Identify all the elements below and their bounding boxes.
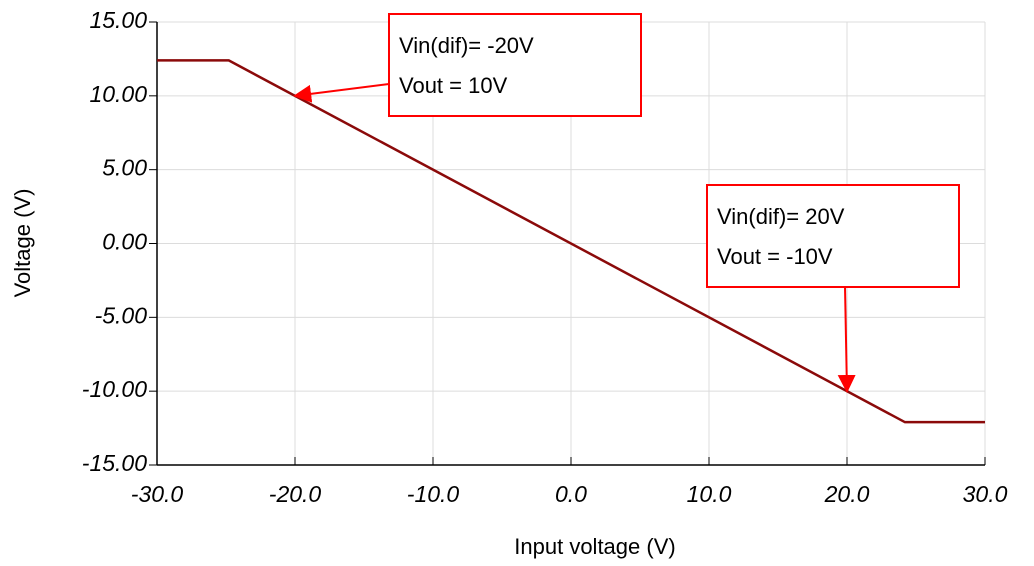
y-tick-label: -5.00: [95, 302, 148, 328]
y-tick-label: -10.00: [82, 376, 147, 402]
x-tick-label: -20.0: [269, 481, 322, 507]
x-tick-label: 0.0: [555, 481, 587, 507]
x-tick-label: 30.0: [963, 481, 1008, 507]
annotation-box: [706, 184, 960, 288]
y-tick-label: 10.00: [89, 81, 147, 107]
annotation-text: Vin(dif)= -20V: [399, 33, 534, 58]
annotation-arrow: [837, 286, 856, 393]
x-axis-label: Input voltage (V): [514, 534, 675, 559]
x-tick-label: -30.0: [131, 481, 184, 507]
x-tick-label: -10.0: [407, 481, 460, 507]
annotation-text: Vin(dif)= 20V: [717, 204, 845, 229]
data-line: [157, 59, 985, 424]
annotation-text: Vout = -10V: [717, 244, 833, 269]
y-tick-label: 15.00: [89, 7, 147, 33]
y-tick-label: 5.00: [102, 155, 147, 181]
y-tick-label: 0.00: [102, 229, 147, 255]
annotation-box: [388, 13, 642, 117]
y-axis-label: Voltage (V): [10, 189, 35, 298]
x-tick-label: 10.0: [687, 481, 732, 507]
annotation-text: Vout = 10V: [399, 73, 508, 98]
x-tick-label: 20.0: [824, 481, 870, 507]
y-tick-label: -15.00: [82, 450, 147, 476]
annotation-arrow: [293, 83, 390, 103]
